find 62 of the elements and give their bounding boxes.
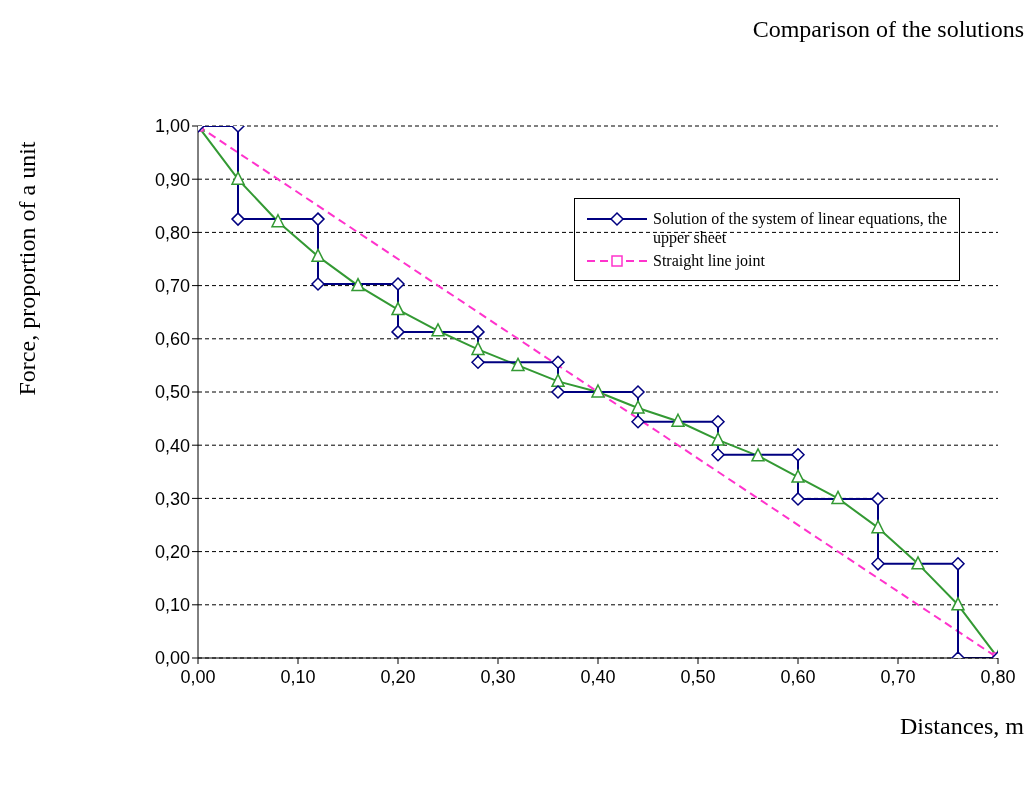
y-tick-label: 1,00 [154,116,190,137]
point [671,413,685,428]
y-tick-label: 0,00 [154,648,190,669]
point [311,277,325,291]
point [351,277,365,292]
point [391,301,405,316]
point [791,469,805,483]
point [631,400,645,414]
x-tick-label: 0,40 [580,666,616,687]
point [871,557,885,571]
y-tick-label: 0,60 [154,329,190,350]
x-tick-label: 0,10 [280,666,316,687]
point [911,556,925,570]
point [431,323,445,337]
point [711,432,725,446]
point [271,214,285,228]
point [791,448,805,462]
x-tick-label: 0,30 [480,666,516,687]
y-tick-label: 0,40 [154,435,190,456]
y-tick-label: 0,50 [154,382,190,403]
x-tick-label: 0,80 [980,666,1016,687]
point [391,277,405,291]
y-tick-label: 0,80 [154,222,190,243]
x-tick-label: 0,00 [180,666,216,687]
point [511,357,525,372]
x-tick-label: 0,60 [780,666,816,687]
point [831,490,845,505]
point [311,212,325,226]
point [591,384,605,398]
point [231,171,245,185]
y-tick-label: 0,70 [154,275,190,296]
chart-title: Comparison of the solutions [752,16,1024,43]
x-axis-title: Distances, m [900,713,1024,740]
point [551,385,565,399]
point [711,415,725,429]
point [551,373,565,388]
y-axis-title: Force, proportion of a unit [14,141,42,395]
x-tick-label: 0,70 [880,666,916,687]
point [871,519,885,534]
legend-label: Solution of the system of linear equations, the upper sheet [653,209,949,247]
point [871,492,885,506]
point [471,355,485,369]
x-tick-label: 0,50 [680,666,716,687]
y-tick-label: 0,30 [154,488,190,509]
point [791,492,805,506]
point [951,557,965,571]
point [391,325,405,339]
point [751,448,765,462]
y-tick-label: 0,90 [154,169,190,190]
point [471,325,485,339]
y-tick-label: 0,20 [154,541,190,562]
point [471,341,485,356]
point [951,597,965,611]
x-tick-label: 0,20 [380,666,416,687]
point [231,212,245,226]
y-tick-label: 0,10 [154,595,190,616]
point [711,448,725,462]
point [631,415,645,429]
point [311,248,325,263]
legend-label: Straight line joint [653,251,765,270]
point [551,355,565,369]
point [631,385,645,399]
